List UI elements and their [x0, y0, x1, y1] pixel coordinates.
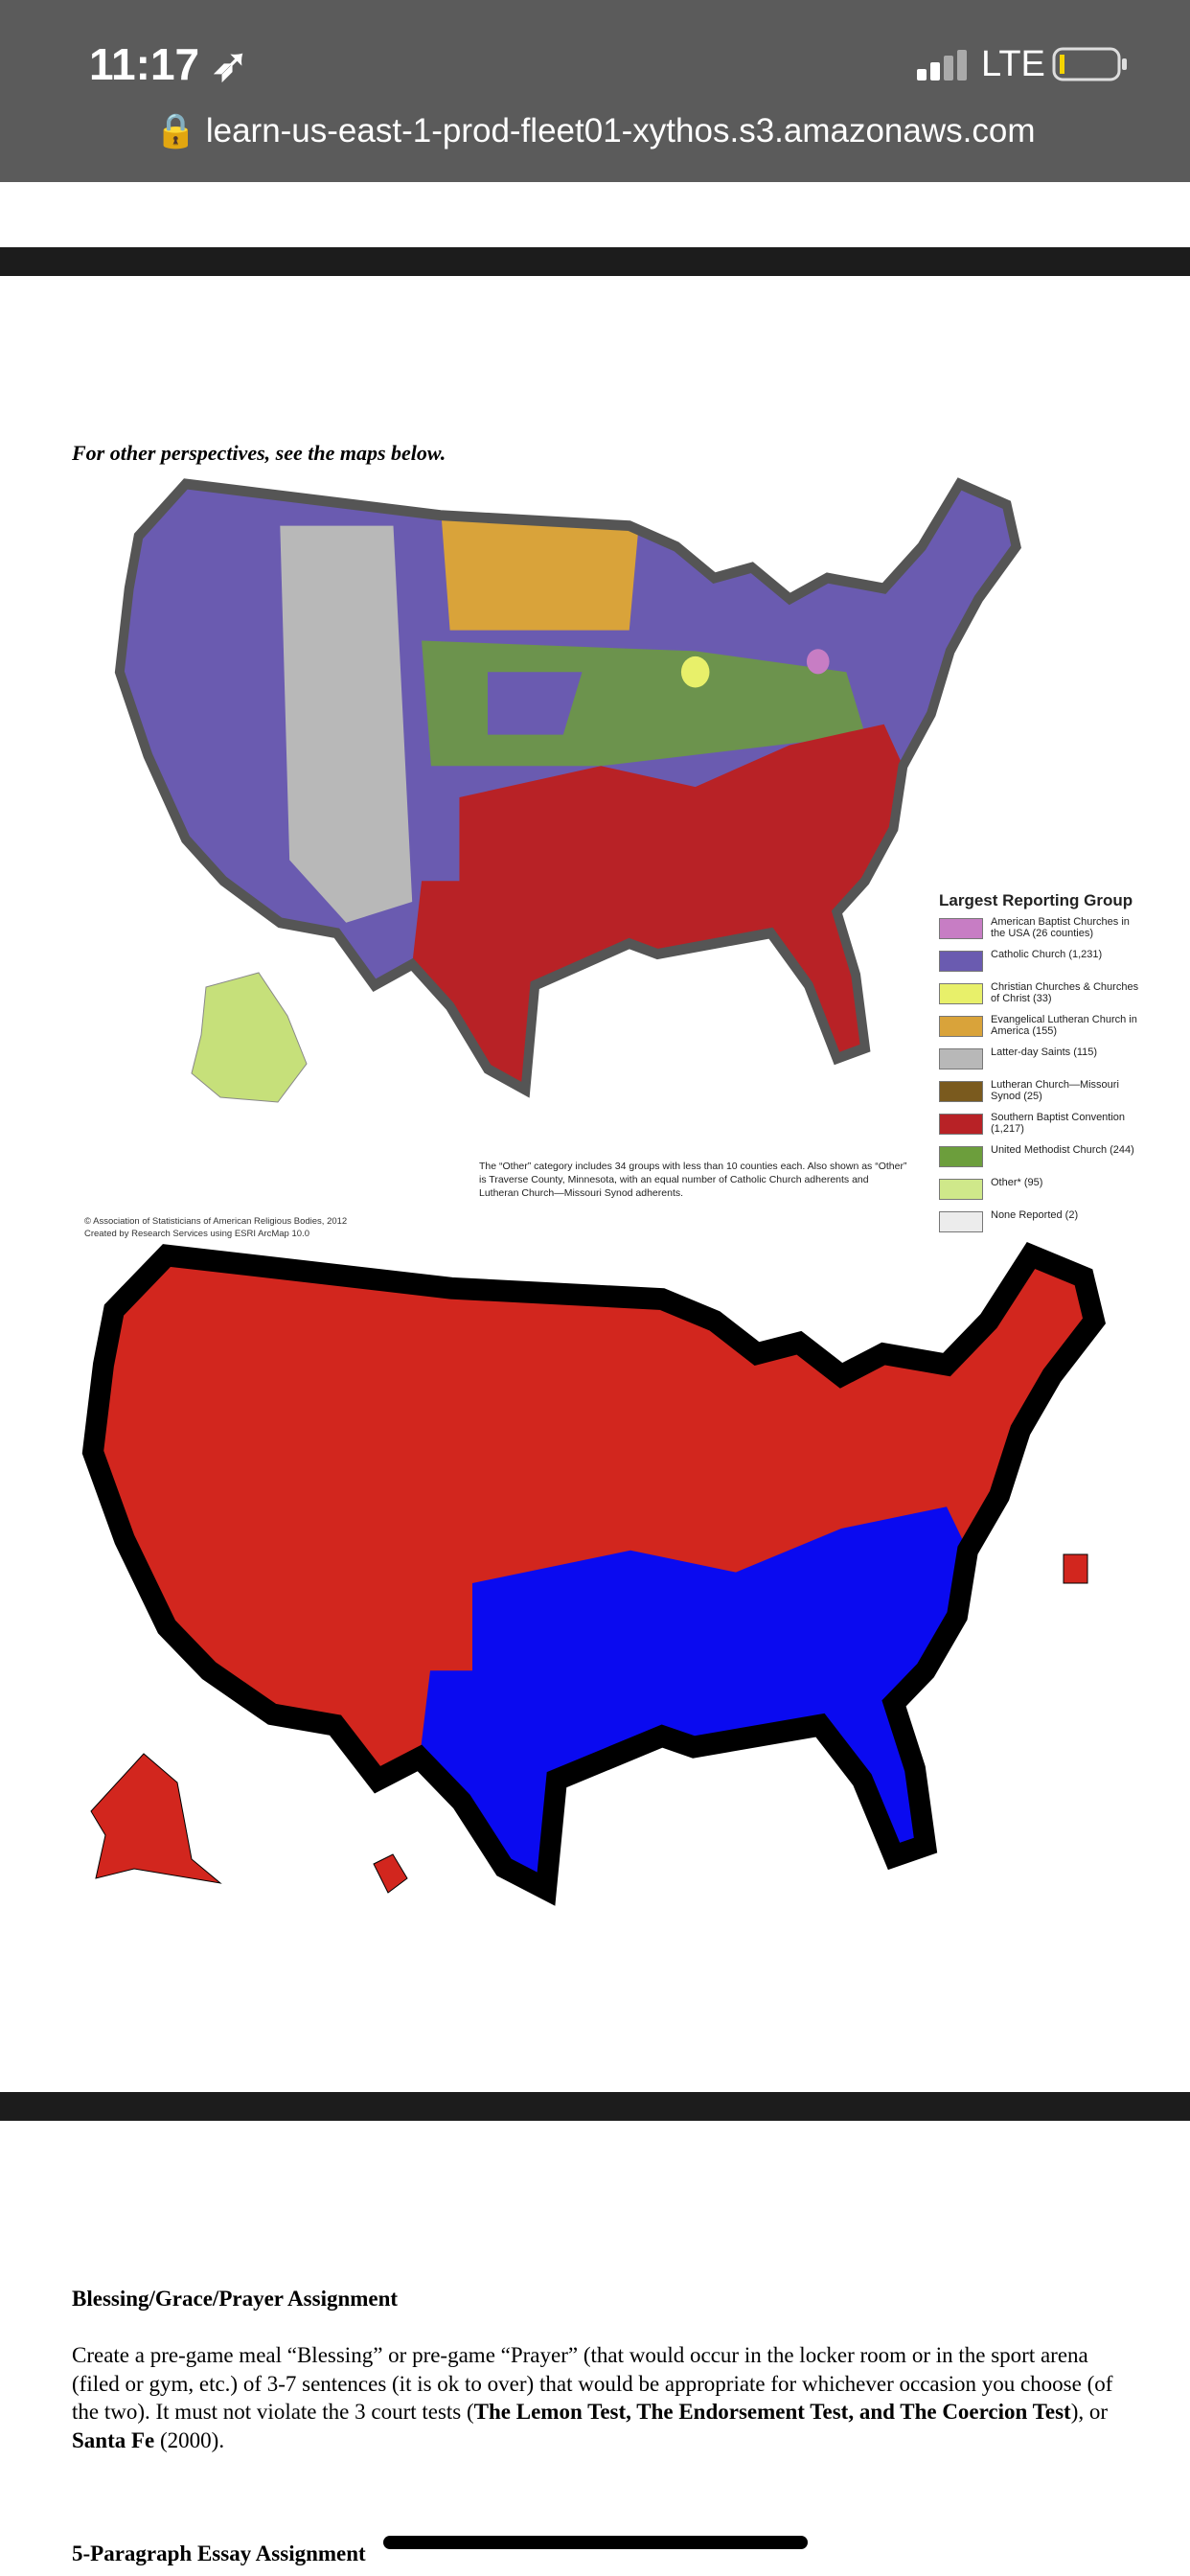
- status-bar: 11:17 ➶ LTE 🔒 learn-us-east-1-prod-fleet…: [0, 0, 1190, 182]
- legend-label: Lutheran Church—Missouri Synod (25): [991, 1079, 1119, 1102]
- alaska: [191, 972, 308, 1103]
- shape: [1052, 47, 1121, 81]
- shape: [930, 62, 940, 80]
- home-indicator: [383, 2536, 808, 2549]
- page-divider: [0, 2092, 1190, 2121]
- legend-swatch: [939, 918, 983, 939]
- legend-item: Christian Churches & Churches of Christ …: [939, 981, 1159, 1014]
- legend-item: Catholic Church (1,231): [939, 949, 1159, 981]
- election-map: [93, 1255, 1094, 1889]
- signal-icon: [917, 50, 967, 80]
- shape: [1060, 55, 1064, 74]
- legend-label: American Baptist Churches in the USA (26…: [991, 916, 1130, 939]
- text: ), or: [1070, 2400, 1109, 2424]
- legend-swatch: [939, 983, 983, 1004]
- time: 11:17: [89, 39, 200, 89]
- legend-item: Southern Baptist Convention (1,217): [939, 1112, 1159, 1144]
- legend-swatch: [939, 1081, 983, 1102]
- maps: [0, 0, 1190, 2108]
- credit-line: © Association of Statisticians of Americ…: [84, 1216, 348, 1227]
- legend-label: None Reported (2): [991, 1209, 1079, 1221]
- section-heading: Blessing/Grace/Prayer Assignment: [72, 2287, 399, 2311]
- legend-swatch: [939, 951, 983, 972]
- network: LTE: [981, 44, 1045, 84]
- battery-icon: [1052, 47, 1127, 81]
- legend-label: Other* (95): [991, 1177, 1043, 1188]
- legend-title: Largest Reporting Group: [939, 891, 1133, 909]
- shape: [280, 504, 904, 1091]
- shape: [440, 504, 639, 631]
- legend-item: Other* (95): [939, 1177, 1159, 1209]
- legend-swatch: [939, 1146, 983, 1167]
- legend-item: Latter-day Saints (115): [939, 1046, 1159, 1079]
- shape: [1122, 58, 1127, 70]
- legend-label: Catholic Church (1,231): [991, 949, 1103, 960]
- legend-label: Southern Baptist Convention (1,217): [991, 1112, 1126, 1135]
- legend-rows: American Baptist Churches in the USA (26…: [939, 916, 1159, 1242]
- shape: [957, 50, 967, 80]
- legend-label: Latter-day Saints (115): [991, 1046, 1098, 1058]
- bold-text: Santa Fe: [72, 2427, 155, 2452]
- shape: [680, 656, 710, 688]
- page-divider: [0, 247, 1190, 276]
- address-bar[interactable]: 🔒 learn-us-east-1-prod-fleet01-xythos.s3…: [154, 112, 1036, 150]
- shape: [917, 69, 927, 80]
- credit-line: Created by Research Services using ESRI …: [84, 1229, 309, 1239]
- legend-swatch: [939, 1048, 983, 1070]
- clock: 11:17 ➶: [89, 39, 249, 89]
- legend-label: Evangelical Lutheran Church in America (…: [991, 1014, 1137, 1037]
- religion-map: [120, 484, 1017, 1090]
- map-note: The “Other” category includes 34 groups …: [479, 1161, 907, 1199]
- text: (2000).: [154, 2427, 225, 2452]
- alaska: [90, 1753, 222, 1884]
- legend-item: None Reported (2): [939, 1209, 1159, 1242]
- legend-item: United Methodist Church (244): [939, 1144, 1159, 1177]
- shape: [806, 649, 830, 675]
- map-legend: Largest Reporting Group American Baptist…: [939, 891, 1159, 1242]
- legend-item: Lutheran Church—Missouri Synod (25): [939, 1079, 1159, 1112]
- dc-marker: [1063, 1553, 1088, 1584]
- legend-item: Evangelical Lutheran Church in America (…: [939, 1014, 1159, 1046]
- legend-swatch: [939, 1114, 983, 1135]
- legend-item: American Baptist Churches in the USA (26…: [939, 916, 1159, 949]
- bold-text: The Lemon Test, The Endorsement Test, an…: [473, 2400, 1071, 2424]
- map-credit: © Association of Statisticians of Americ…: [84, 1215, 347, 1240]
- intro: For other perspectives, see the maps bel…: [72, 441, 446, 465]
- shape: [944, 56, 953, 80]
- url[interactable]: learn-us-east-1-prod-fleet01-xythos.s3.a…: [205, 112, 1036, 150]
- shape: [488, 672, 583, 735]
- legend-swatch: [939, 1016, 983, 1037]
- legend-swatch: [939, 1211, 983, 1232]
- legend-swatch: [939, 1179, 983, 1200]
- section-heading: 5-Paragraph Essay Assignment: [72, 2542, 366, 2565]
- legend-label: United Methodist Church (244): [991, 1144, 1134, 1156]
- legend-label: Christian Churches & Churches of Christ …: [991, 981, 1139, 1004]
- shape: [280, 525, 413, 923]
- text: Create a pre-game meal “Blessing” or pre…: [72, 2343, 1113, 2424]
- section-body: Create a pre-game meal “Blessing” or pre…: [72, 2341, 1135, 2454]
- hawaii: [373, 1853, 408, 1894]
